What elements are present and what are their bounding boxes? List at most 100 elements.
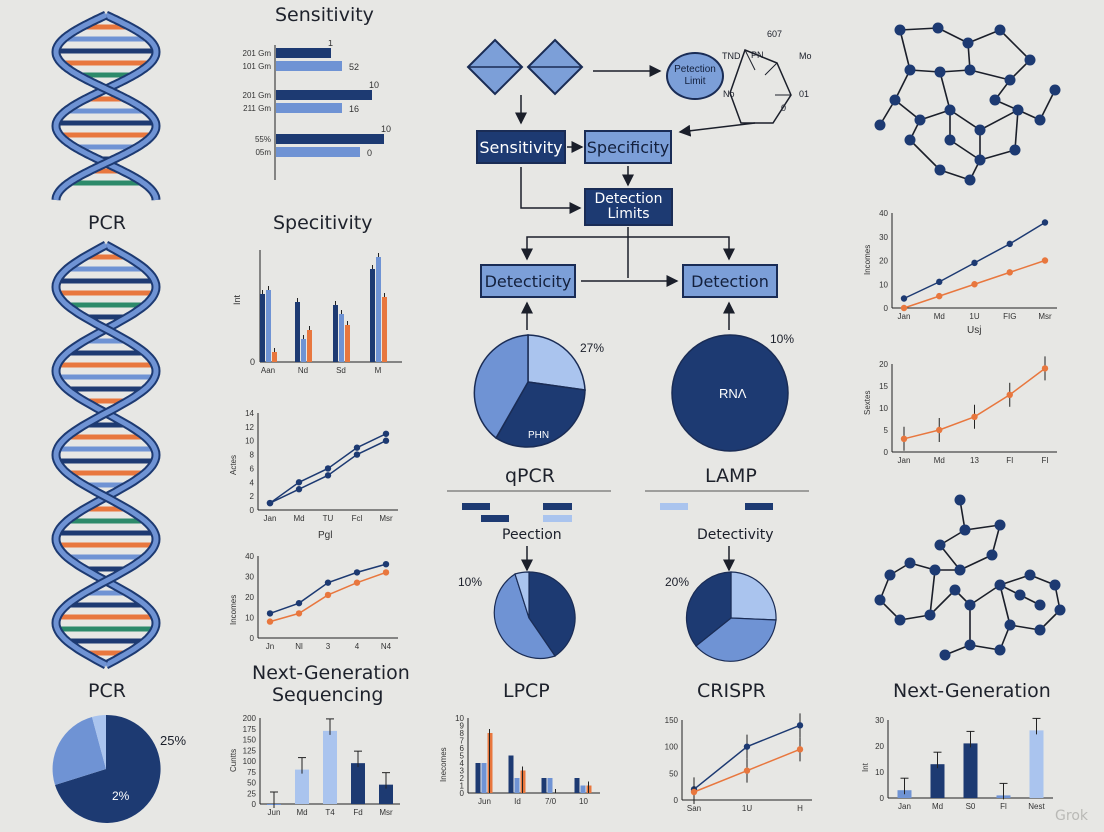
diamond-shape-left	[466, 38, 524, 96]
dna-base-pair	[66, 302, 146, 308]
x-tick-label: Nd	[298, 366, 308, 375]
x-tick-label: FIG	[1003, 312, 1016, 321]
y-tick-label: 200	[243, 714, 257, 723]
bond	[899, 27, 939, 31]
y-tick-label: 30	[875, 716, 884, 725]
data-point	[1041, 365, 1049, 372]
bar	[276, 134, 384, 144]
data-point	[936, 278, 943, 286]
data-point	[295, 479, 303, 486]
x-tick-label: 10	[579, 797, 588, 806]
dna-base-pair	[66, 554, 146, 560]
peection-label: Peection	[502, 527, 562, 543]
atom	[959, 524, 971, 536]
ngs-title-line2: Sequencing	[272, 684, 384, 706]
dna-base-pair	[57, 530, 155, 536]
bar	[301, 339, 306, 362]
x-tick-label: 7/0	[545, 797, 557, 806]
x-tick-label: San	[687, 804, 701, 813]
x-tick-label: Fd	[353, 808, 362, 817]
data-point	[353, 451, 361, 458]
pie-inner-label: RNΛ	[719, 386, 747, 401]
data-point	[353, 444, 361, 451]
y-tick-label: 10	[879, 404, 888, 413]
pie-chart-detectivity: 20%	[665, 571, 777, 662]
bar-category-label: 201 Gm	[243, 91, 272, 100]
y-tick-label: 0	[884, 304, 889, 313]
dna-strand-highlight	[53, 242, 159, 668]
bar	[272, 352, 277, 362]
pie-percent: 10%	[770, 332, 794, 346]
y-axis-label: Int	[232, 294, 242, 305]
svg-text:0: 0	[250, 357, 255, 367]
line-chart-actes-plot: 0 2 4 6 8 10 12 14 Jan Md TU Fcl Msr	[245, 409, 398, 523]
crispr-label: CRISPR	[697, 680, 766, 702]
molecule-structure-bottom	[874, 494, 1066, 661]
svg-text:No: No	[723, 89, 735, 99]
x-tick-label: Jan	[898, 312, 911, 321]
bond	[999, 584, 1011, 626]
y-tick-label: 15	[879, 382, 888, 391]
y-tick-label: 2	[250, 492, 255, 501]
bar	[345, 325, 350, 362]
atom	[949, 584, 961, 596]
y-axis-label: Incomes	[863, 245, 872, 275]
line-chart-right-top-plot: 0 10 20 30 40 Jan Md 1U FIG Msr	[879, 209, 1057, 321]
specificity-title: Specitivity	[273, 212, 373, 234]
atom	[1004, 74, 1016, 86]
bar	[1029, 730, 1044, 798]
data-point	[971, 413, 978, 420]
bond	[909, 139, 941, 171]
dna-base-pair	[57, 446, 155, 452]
dna-base-pair	[57, 542, 155, 548]
data-point	[382, 561, 390, 568]
svg-text:TND: TND	[722, 51, 741, 61]
x-tick-label: 1U	[742, 804, 752, 813]
dna-base-pair	[89, 168, 123, 174]
x-tick-label: Msr	[379, 808, 393, 817]
pie-chart-qpcr: 27% PHN	[473, 334, 604, 448]
x-tick-label: Sd	[336, 366, 346, 375]
bar	[276, 48, 331, 58]
atom	[964, 64, 976, 76]
data-point	[796, 746, 804, 753]
atom	[934, 539, 946, 551]
bond	[967, 29, 1001, 44]
pie-chart-bottom-left: 25% 2%	[52, 714, 186, 823]
data-point	[324, 579, 332, 586]
dna-base-pair	[66, 266, 146, 272]
y-tick-label: 0	[884, 448, 889, 457]
dna-base-pair	[66, 470, 146, 476]
bar-category-label: 211 Gm	[243, 104, 271, 113]
bar	[930, 764, 945, 798]
ngs-title-line1: Next-Generation	[252, 662, 410, 684]
bar-value-label: 10	[369, 80, 379, 90]
dna-base-pair	[57, 374, 155, 380]
x-tick-label: FI	[1041, 456, 1048, 465]
y-tick-label: 1	[460, 782, 465, 791]
x-tick-label: H	[797, 804, 803, 813]
x-tick-label: 4	[355, 642, 360, 651]
pie-slice-blue	[52, 717, 106, 785]
x-tick-label: TU	[323, 514, 334, 523]
dna-helix-illustration	[51, 10, 161, 669]
y-tick-label: 20	[245, 593, 254, 602]
atom	[954, 564, 966, 576]
atom	[944, 104, 956, 116]
bond	[979, 149, 1016, 161]
bond	[894, 69, 911, 101]
atom	[1034, 624, 1046, 636]
y-tick-label: 10	[245, 614, 254, 623]
bond	[899, 29, 911, 71]
data-point	[295, 610, 303, 617]
atom	[994, 579, 1006, 591]
y-tick-label: 0	[250, 634, 255, 643]
atom	[1012, 104, 1024, 116]
y-tick-label: 100	[243, 757, 257, 766]
pie-inner-label: PHN	[528, 430, 549, 441]
bar	[295, 769, 309, 804]
atom	[1024, 54, 1036, 66]
y-tick-label: 3	[460, 767, 465, 776]
svg-text:607: 607	[767, 29, 782, 39]
